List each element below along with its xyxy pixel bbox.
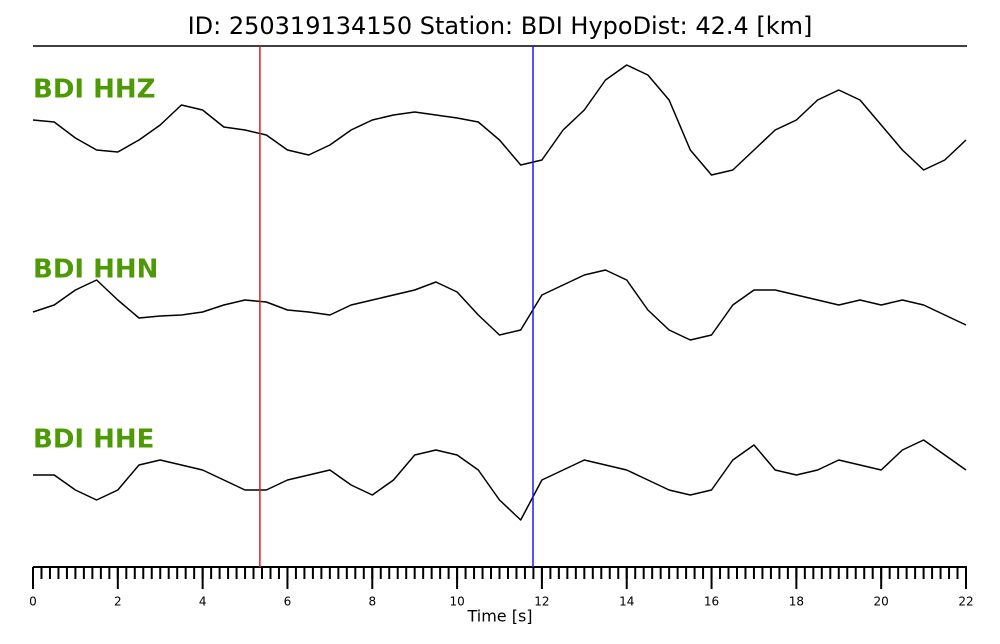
x-tick-label: 20 xyxy=(874,595,889,609)
x-tick-label: 10 xyxy=(449,595,464,609)
x-tick-label: 22 xyxy=(958,595,973,609)
x-tick-label: 2 xyxy=(114,595,122,609)
x-tick-label: 0 xyxy=(29,595,37,609)
x-axis-label: Time [s] xyxy=(466,607,532,626)
trace xyxy=(32,269,967,341)
x-tick-label: 4 xyxy=(199,595,207,609)
trace-label: BDI HHE xyxy=(33,425,154,455)
x-tick-label: 14 xyxy=(619,595,634,609)
x-tick-label: 8 xyxy=(368,595,376,609)
x-tick-label: 12 xyxy=(534,595,549,609)
x-tick-label: 18 xyxy=(789,595,804,609)
x-tick-label: 6 xyxy=(284,595,292,609)
trace-label: BDI HHN xyxy=(33,255,158,285)
trace-label: BDI HHZ xyxy=(33,75,156,105)
chart-title: ID: 250319134150 Station: BDI HypoDist: … xyxy=(188,12,813,40)
trace xyxy=(33,439,967,521)
trace xyxy=(32,64,967,176)
x-tick-label: 16 xyxy=(704,595,719,609)
